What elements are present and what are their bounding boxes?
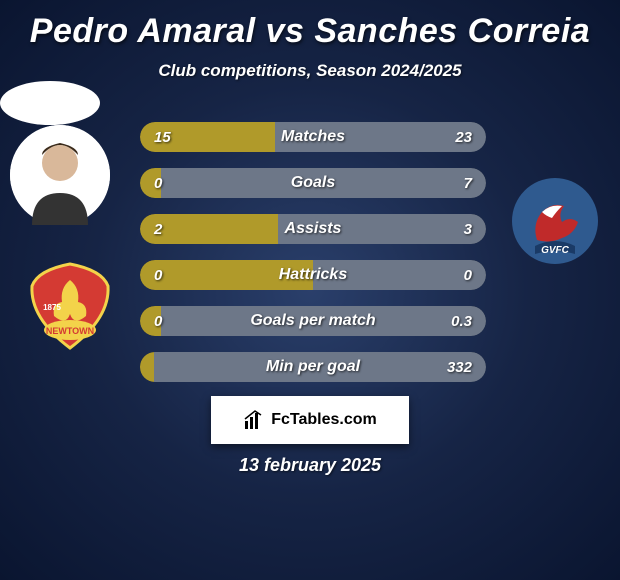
stat-value-right: 23: [455, 122, 472, 152]
stat-label: Hattricks: [140, 260, 486, 290]
shield-badge-icon: NEWTOWN 1875: [22, 260, 118, 352]
vs-label: vs: [266, 12, 305, 50]
stat-row: 15Matches23: [140, 122, 486, 152]
player-left-avatar: [10, 125, 110, 225]
player-left-name: Pedro Amaral: [30, 12, 256, 50]
stat-value-right: 3: [464, 214, 472, 244]
stat-value-right: 0: [464, 260, 472, 290]
stat-label: Matches: [140, 122, 486, 152]
date-label: 13 february 2025: [0, 455, 620, 476]
player-right-avatar: [0, 81, 100, 125]
club-logo-icon: GVFC: [512, 178, 598, 264]
stat-label: Min per goal: [140, 352, 486, 382]
player-right-name: Sanches Correia: [314, 12, 590, 50]
avatar-placeholder-icon: [10, 125, 110, 225]
stat-row: 0Hattricks0: [140, 260, 486, 290]
stat-label: Assists: [140, 214, 486, 244]
brand-label: FcTables.com: [271, 411, 377, 429]
stat-value-right: 0.3: [451, 306, 472, 336]
stat-row: 2Assists3: [140, 214, 486, 244]
subtitle: Club competitions, Season 2024/2025: [0, 61, 620, 81]
svg-text:NEWTOWN: NEWTOWN: [46, 326, 94, 336]
stat-value-right: 332: [447, 352, 472, 382]
stat-label: Goals: [140, 168, 486, 198]
stat-row: Min per goal332: [140, 352, 486, 382]
svg-text:1875: 1875: [43, 303, 61, 312]
stat-value-right: 7: [464, 168, 472, 198]
svg-text:GVFC: GVFC: [541, 245, 570, 256]
stats-area: 15Matches230Goals72Assists30Hattricks00G…: [140, 122, 486, 398]
stat-row: 0Goals per match0.3: [140, 306, 486, 336]
brand-footer: FcTables.com: [211, 396, 409, 444]
stat-row: 0Goals7: [140, 168, 486, 198]
club-left-badge: NEWTOWN 1875: [22, 260, 118, 352]
chart-icon: [243, 409, 265, 431]
stat-label: Goals per match: [140, 306, 486, 336]
comparison-title: Pedro Amaral vs Sanches Correia: [0, 0, 620, 51]
club-right-badge: GVFC: [512, 178, 598, 264]
